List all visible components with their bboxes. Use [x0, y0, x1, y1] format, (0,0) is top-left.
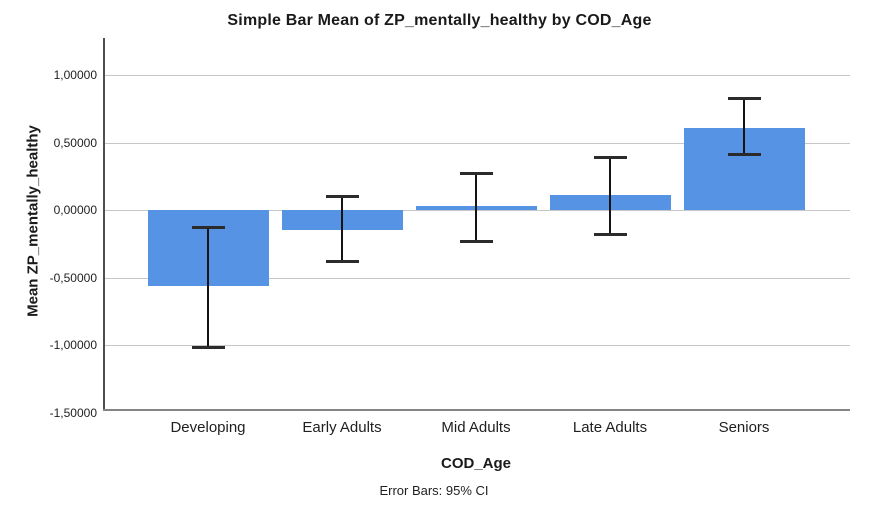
x-category-label-developing: Developing	[170, 419, 246, 436]
y-tick-label: 0,50000	[53, 135, 97, 150]
x-category-label-seniors: Seniors	[718, 419, 770, 436]
y-tick-label: 1,00000	[53, 68, 97, 83]
error-bar-developing	[207, 227, 209, 348]
error-bar-seniors-upper-cap	[727, 96, 761, 100]
error-bar-mid-adults	[475, 173, 477, 242]
error-bar-late-adults	[609, 157, 611, 235]
x-category-label-early-adults: Early Adults	[302, 419, 382, 436]
y-tick-label: -0,50000	[49, 270, 97, 285]
gridline	[104, 75, 850, 77]
error-bar-early-adults-lower-cap	[325, 259, 359, 263]
gridline	[104, 210, 850, 212]
y-axis-line	[103, 38, 105, 411]
x-category-label-late-adults: Late Adults	[572, 419, 648, 436]
gridline	[104, 345, 850, 347]
error-bar-mid-adults-upper-cap	[459, 172, 493, 176]
error-bar-late-adults-upper-cap	[593, 155, 627, 159]
chart-title: Simple Bar Mean of ZP_mentally_healthy b…	[227, 12, 652, 29]
gridline	[104, 277, 850, 279]
y-tick-label: 0,00000	[53, 203, 97, 218]
error-bar-early-adults	[341, 196, 343, 262]
gridline	[104, 142, 850, 144]
y-tick-label: -1,50000	[49, 405, 97, 420]
error-bar-mid-adults-lower-cap	[459, 239, 493, 243]
error-bar-seniors	[743, 98, 745, 155]
error-bar-late-adults-lower-cap	[593, 232, 627, 236]
error-bar-early-adults-upper-cap	[325, 195, 359, 199]
y-tick-label: -1,00000	[49, 338, 97, 353]
y-axis-title: Mean ZP_mentally_healthy	[24, 125, 42, 317]
error-bar-seniors-lower-cap	[727, 153, 761, 157]
error-bar-developing-upper-cap	[191, 226, 225, 230]
error-bars-footnote: Error Bars: 95% CI	[379, 483, 489, 498]
x-axis-title: COD_Age	[440, 455, 511, 472]
x-axis-line	[103, 409, 850, 411]
error-bar-developing-lower-cap	[191, 346, 225, 350]
x-category-label-mid-adults: Mid Adults	[441, 419, 511, 436]
